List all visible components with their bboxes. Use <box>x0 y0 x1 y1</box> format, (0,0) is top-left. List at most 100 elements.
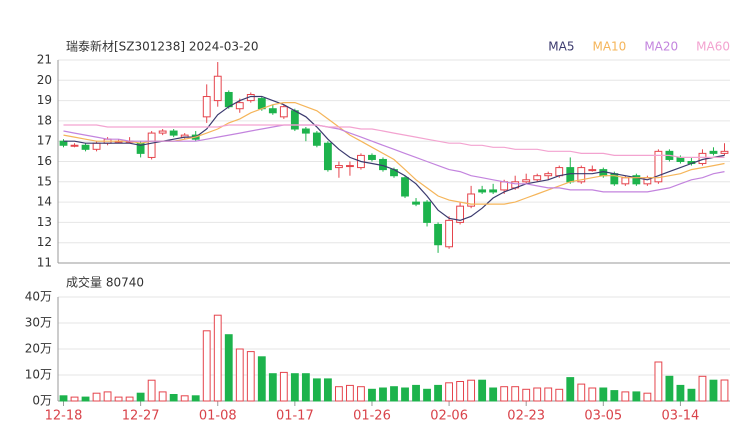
candle-body <box>290 110 299 130</box>
y-tick-label: 11 <box>37 256 52 270</box>
ma-line <box>63 124 725 158</box>
volume-bar <box>246 351 255 402</box>
volume-bar <box>268 373 277 402</box>
y-tick-label: 12 <box>37 235 52 249</box>
candle-body <box>489 189 498 193</box>
candle-body <box>720 150 729 154</box>
candle-body <box>169 130 178 136</box>
candle-body <box>445 219 453 248</box>
volume-bar <box>555 388 564 402</box>
candle-body <box>268 108 277 114</box>
volume-bar <box>191 395 200 402</box>
legend-entry: MA60 <box>696 40 730 54</box>
x-tick-label: 12-18 <box>45 409 83 424</box>
candle-body <box>312 132 321 146</box>
x-tick-label: 02-06 <box>430 409 468 424</box>
candle-body <box>577 167 586 183</box>
volume-bar <box>169 394 178 402</box>
volume-bar <box>401 387 409 402</box>
volume-bar <box>59 395 68 402</box>
volume-tick-label: 10万 <box>25 368 52 382</box>
candle-body <box>224 91 233 108</box>
volume-bar <box>687 388 696 402</box>
candle-body <box>81 144 90 150</box>
x-tick-label: 03-14 <box>662 409 700 424</box>
volume-bar <box>621 391 630 402</box>
y-tick-label: 15 <box>37 174 52 188</box>
volume-tick-label: 20万 <box>25 342 52 356</box>
volume-bar <box>665 375 674 402</box>
volume-bar <box>213 314 222 402</box>
y-tick-label: 17 <box>37 134 52 148</box>
candle-body <box>279 106 288 118</box>
candle-body <box>59 140 68 146</box>
volume-bar <box>632 391 641 402</box>
volume-bar <box>434 384 442 402</box>
volume-bar <box>500 386 509 402</box>
volume-bar <box>489 387 498 402</box>
candle-body <box>456 205 465 223</box>
candle-body <box>401 177 409 197</box>
volume-bar <box>312 378 321 402</box>
ma-line <box>63 124 725 193</box>
candle-body <box>202 96 211 118</box>
x-tick-label: 01-26 <box>353 409 391 424</box>
volume-bar <box>103 391 112 402</box>
volume-bar <box>70 396 79 402</box>
volume-bar <box>511 386 520 402</box>
volume-bar <box>390 386 398 402</box>
candle-body <box>654 150 663 183</box>
candle-body <box>423 201 431 223</box>
volume-bar <box>368 388 376 402</box>
volume-bar <box>125 396 134 402</box>
y-tick-label: 20 <box>37 73 52 87</box>
volume-bar <box>522 388 531 402</box>
volume-bar <box>478 379 487 402</box>
candle-body <box>412 201 420 205</box>
candle-body <box>335 165 343 169</box>
candle-body <box>632 175 641 185</box>
candle-body <box>70 144 79 147</box>
legend-entry: MA20 <box>644 40 678 54</box>
volume-bar <box>566 377 575 402</box>
volume-bar <box>357 386 365 402</box>
volume-bar <box>323 378 332 402</box>
ma-line <box>63 102 725 205</box>
y-tick-label: 19 <box>37 93 52 107</box>
candle-body <box>709 150 718 154</box>
volume-bar <box>379 387 387 402</box>
volume-bar <box>180 395 189 402</box>
candle-body <box>158 130 167 134</box>
volume-tick-label: 0万 <box>32 394 52 408</box>
volume-bar <box>423 388 431 402</box>
volume-tick-label: 40万 <box>25 290 52 304</box>
legend-entry: MA5 <box>548 40 574 54</box>
candle-body <box>555 167 564 177</box>
x-tick-label: 03-05 <box>584 409 622 424</box>
candle-body <box>522 179 531 183</box>
volume-bar <box>279 371 288 402</box>
volume-bar <box>445 382 453 402</box>
candle-body <box>301 128 310 134</box>
volume-bar <box>257 356 266 402</box>
candle-body <box>544 173 553 177</box>
candle-body <box>346 165 354 168</box>
x-tick-label: 01-08 <box>199 409 237 424</box>
candle-body <box>368 154 376 160</box>
candle-body <box>621 177 630 185</box>
volume-bar <box>588 387 597 402</box>
x-tick-label: 02-23 <box>507 409 545 424</box>
volume-bar <box>136 392 145 402</box>
volume-bar <box>92 392 101 402</box>
ma-line <box>63 95 725 222</box>
volume-bar <box>335 386 343 402</box>
x-tick-label: 12-27 <box>122 409 160 424</box>
volume-bar <box>235 348 244 402</box>
volume-title: 成交量 80740 <box>66 275 144 290</box>
y-tick-label: 18 <box>37 113 52 127</box>
volume-tick-label: 30万 <box>25 316 52 330</box>
volume-bar <box>158 391 167 402</box>
candle-body <box>434 223 442 246</box>
chart-title: 瑞泰新材[SZ301238] 2024-03-20 <box>66 39 259 54</box>
